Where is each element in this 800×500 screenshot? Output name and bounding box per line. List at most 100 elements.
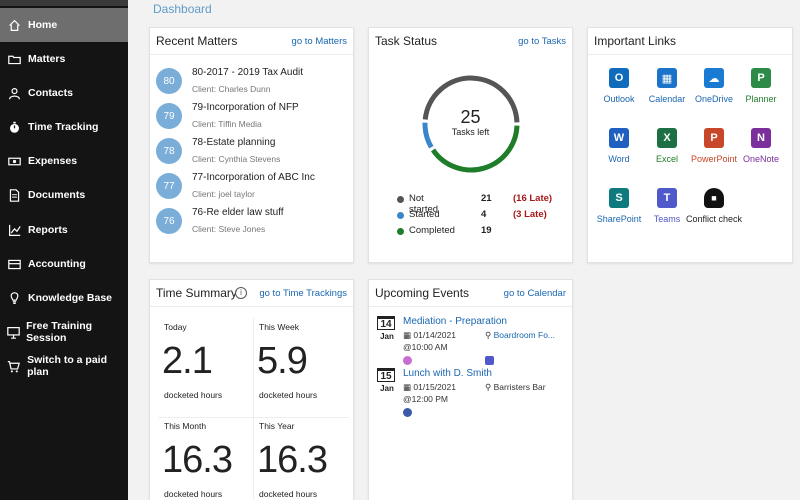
sidebar-item-home[interactable]: Home — [0, 8, 128, 42]
onenote-icon: N — [751, 128, 771, 148]
matter-number-badge: 78 — [156, 138, 182, 164]
event-time: @12:00 PM — [403, 394, 449, 404]
teams-icon[interactable] — [485, 356, 494, 365]
time-hours-unit: docketed hours — [259, 390, 318, 400]
status-label: Started — [409, 209, 440, 220]
time-period-label: This Year — [259, 421, 295, 431]
person-icon — [0, 87, 28, 100]
card-icon — [0, 258, 28, 271]
status-label: Completed — [409, 225, 455, 236]
calendar-link[interactable]: ▦ Calendar — [636, 68, 698, 105]
sidebar-item-free-training[interactable]: Free Training Session — [0, 315, 128, 349]
matter-client: Client: Cynthia Stevens — [192, 154, 281, 164]
card-title: Time Summary — [156, 286, 237, 300]
sidebar-item-label: Knowledge Base — [28, 292, 113, 304]
list-item[interactable]: 80 80-2017 - 2019 Tax Audit Client: Char… — [156, 66, 346, 100]
outlook-link[interactable]: O Outlook — [588, 68, 650, 105]
lock-icon: ■ — [704, 188, 724, 208]
matter-client: Client: Tiffin Media — [192, 119, 262, 129]
stopwatch-icon — [0, 121, 28, 134]
go-to-tasks-link[interactable]: go to Tasks — [518, 36, 566, 47]
planner-link[interactable]: P Planner — [730, 68, 792, 105]
time-hours-unit: docketed hours — [164, 390, 223, 400]
task-donut-chart — [422, 75, 520, 173]
word-link[interactable]: W Word — [588, 128, 650, 165]
conflict-check-link[interactable]: ■ Conflict check — [683, 188, 745, 225]
app-name: SharePoint — [596, 214, 642, 224]
divider — [588, 54, 792, 55]
sidebar-item-accounting[interactable]: Accounting — [0, 247, 128, 281]
event-title[interactable]: Lunch with D. Smith — [403, 368, 492, 379]
tasks-left-label: Tasks left — [451, 127, 490, 137]
onedrive-link[interactable]: ☁ OneDrive — [683, 68, 745, 105]
event-location-text: Boardroom Fo... — [493, 330, 556, 340]
event-item[interactable]: 14 Jan Mediation - Preparation ▦ 01/14/2… — [377, 316, 567, 365]
event-date-text: 01/15/2021 — [413, 382, 456, 392]
sidebar-item-contacts[interactable]: Contacts — [0, 76, 128, 110]
status-late: (16 Late) — [513, 193, 553, 204]
teams-link[interactable]: T Teams — [636, 188, 698, 225]
outlook-icon: O — [609, 68, 629, 88]
event-title[interactable]: Mediation - Preparation — [403, 316, 507, 327]
event-item[interactable]: 15 Jan Lunch with D. Smith ▦ 01/15/2021 … — [377, 368, 567, 417]
excel-link[interactable]: X Excel — [636, 128, 698, 165]
lightbulb-icon — [0, 291, 28, 305]
matter-title: 78-Estate planning — [192, 137, 276, 148]
info-icon[interactable]: i — [235, 287, 247, 299]
onedrive-icon: ☁ — [704, 68, 724, 88]
time-period-label: Today — [164, 322, 187, 332]
list-item[interactable]: 77 77-Incorporation of ABC Inc Client: j… — [156, 171, 346, 205]
go-to-matters-link[interactable]: go to Matters — [291, 36, 347, 47]
app-name: Word — [608, 154, 630, 164]
sharepoint-icon: S — [609, 188, 629, 208]
breadcrumb[interactable]: Dashboard — [153, 2, 212, 16]
time-hours-unit: docketed hours — [259, 489, 318, 499]
teams-icon: T — [657, 188, 677, 208]
excel-icon: X — [657, 128, 677, 148]
event-date-text: 01/14/2021 — [413, 330, 456, 340]
card-title: Upcoming Events — [375, 286, 470, 300]
sharepoint-link[interactable]: S SharePoint — [588, 188, 650, 225]
money-icon — [0, 155, 28, 168]
sidebar-item-label: Home — [28, 19, 58, 31]
sidebar-item-switch-plan[interactable]: Switch to a paid plan — [0, 349, 128, 383]
status-count: 21 — [481, 193, 492, 204]
matter-title: 77-Incorporation of ABC Inc — [192, 172, 315, 183]
time-hours-value: 16.3 — [257, 439, 328, 481]
sidebar-item-expenses[interactable]: Expenses — [0, 144, 128, 178]
time-cell-week: This Week 5.9 docketed hours — [253, 318, 349, 418]
sidebar-item-time-tracking[interactable]: Time Tracking — [0, 110, 128, 144]
matter-title: 80-2017 - 2019 Tax Audit — [192, 67, 304, 78]
donut-segment-started — [422, 122, 434, 149]
matter-client: Client: joel taylor — [192, 189, 255, 199]
onenote-link[interactable]: N OneNote — [730, 128, 792, 165]
matter-number-badge: 76 — [156, 208, 182, 234]
sidebar-item-matters[interactable]: Matters — [0, 42, 128, 76]
word-icon: W — [609, 128, 629, 148]
event-time: @10:00 AM — [403, 342, 448, 352]
list-item[interactable]: 79 79-Incorporation of NFP Client: Tiffi… — [156, 101, 346, 135]
planner-icon: P — [751, 68, 771, 88]
card-title: Task Status — [375, 34, 438, 48]
time-hours-value: 16.3 — [162, 439, 233, 481]
go-to-time-trackings-link[interactable]: go to Time Trackings — [259, 288, 347, 299]
time-period-label: This Month — [164, 421, 207, 431]
sidebar-item-reports[interactable]: Reports — [0, 213, 128, 247]
divider — [369, 306, 572, 307]
sidebar-item-documents[interactable]: Documents — [0, 178, 128, 212]
go-to-calendar-link[interactable]: go to Calendar — [503, 288, 566, 299]
sidebar-item-knowledge-base[interactable]: Knowledge Base — [0, 281, 128, 315]
cart-icon — [0, 360, 27, 373]
sidebar-item-label: Free Training Session — [26, 320, 93, 344]
folder-icon — [0, 53, 28, 66]
time-cell-month: This Month 16.3 docketed hours — [158, 417, 254, 500]
matter-number-badge: 80 — [156, 68, 182, 94]
list-item[interactable]: 78 78-Estate planning Client: Cynthia St… — [156, 136, 346, 170]
sidebar: Home Matters Contacts Time Tracking Expe… — [0, 0, 128, 500]
list-item[interactable]: 76 76-Re elder law stuff Client: Steve J… — [156, 206, 346, 240]
powerpoint-link[interactable]: P PowerPoint — [683, 128, 745, 165]
task-status-card: Task Status go to Tasks 25 Tasks left No… — [368, 27, 573, 263]
card-title: Recent Matters — [156, 34, 238, 48]
sidebar-item-label: Time Tracking — [28, 121, 99, 133]
status-late: (3 Late) — [513, 209, 547, 220]
